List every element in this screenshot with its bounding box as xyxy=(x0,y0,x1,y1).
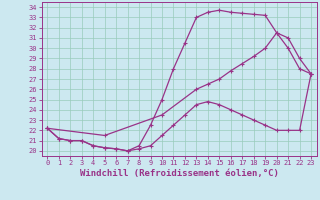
X-axis label: Windchill (Refroidissement éolien,°C): Windchill (Refroidissement éolien,°C) xyxy=(80,169,279,178)
